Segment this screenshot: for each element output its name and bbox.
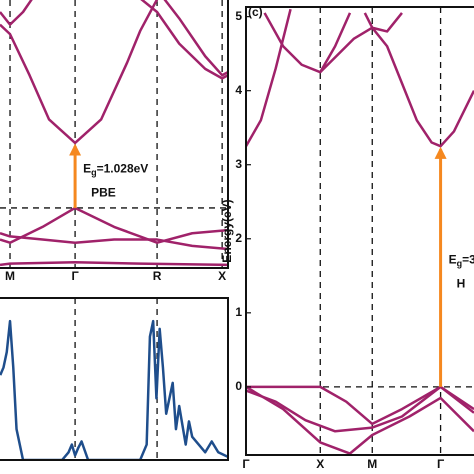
y-tick-label: 3 [235,157,242,171]
method-label: PBE [91,186,116,200]
y-tick-label: 4 [235,83,242,97]
x-tick-label: M [367,457,377,471]
x-tick-label: Γ [71,269,79,283]
band-line [246,385,474,433]
x-tick-label: X [218,269,226,283]
band-line [246,385,474,455]
band-line [371,26,474,148]
panel [0,298,228,460]
y-axis-label: Energy(eV) [220,199,234,262]
band-line [363,12,403,33]
panel-label: (c) [248,5,263,19]
panel [246,7,474,455]
x-tick-label: X [316,457,324,471]
y-tick-label: 2 [235,231,242,245]
band-line [0,232,228,251]
band-line [263,12,373,74]
y-tick-label: 0 [235,379,242,393]
panel-frame [245,6,474,456]
x-tick-label: Γ [437,457,445,471]
gap-label-value: =3 [462,253,474,267]
y-tick-label: 5 [235,9,242,23]
gap-label: Eg=3 [449,253,474,269]
panel-frame [0,297,229,461]
x-tick-label: R [153,269,162,283]
panel-frame [0,0,229,269]
band-line [0,0,33,26]
band-line [0,0,159,145]
method-label: H [457,277,466,291]
gap-label-sub: g [91,168,97,178]
panel [0,0,228,268]
x-tick-label: M [5,269,15,283]
gap-label-value: =1.028eV [97,162,149,176]
y-tick-label: 1 [235,305,242,319]
band-line [0,206,228,244]
x-tick-label: Γ [242,457,250,471]
band-line [140,0,228,80]
gap-label-main: E [83,162,91,176]
band-line [0,261,228,267]
band-line [0,319,228,460]
gap-label-sub: g [457,259,463,269]
band-line [163,0,228,77]
band-line [246,8,292,147]
gap-label: Eg=1.028eV [83,162,148,178]
band-line [319,12,352,73]
gap-label-main: E [449,253,457,267]
